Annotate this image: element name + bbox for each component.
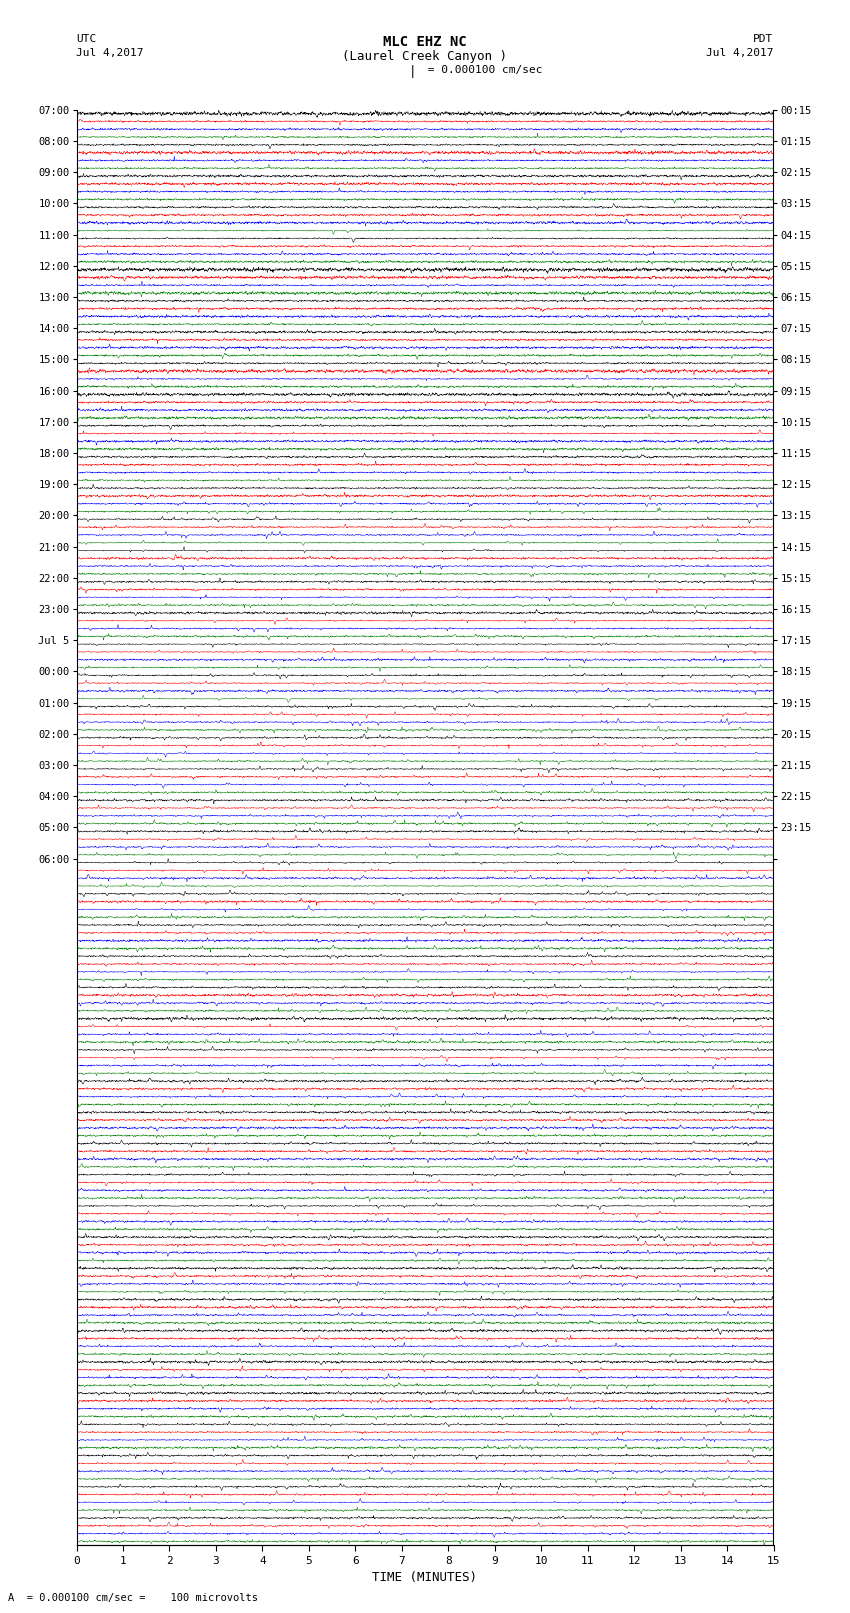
Text: Jul 4,2017: Jul 4,2017 [706, 48, 774, 58]
Text: MLC EHZ NC: MLC EHZ NC [383, 35, 467, 50]
Text: Jul 4,2017: Jul 4,2017 [76, 48, 144, 58]
Text: UTC: UTC [76, 34, 97, 44]
Text: PDT: PDT [753, 34, 774, 44]
Text: (Laurel Creek Canyon ): (Laurel Creek Canyon ) [343, 50, 507, 63]
X-axis label: TIME (MINUTES): TIME (MINUTES) [372, 1571, 478, 1584]
Text: ∣: ∣ [409, 65, 416, 77]
Text: A  = 0.000100 cm/sec =    100 microvolts: A = 0.000100 cm/sec = 100 microvolts [8, 1594, 258, 1603]
Text: = 0.000100 cm/sec: = 0.000100 cm/sec [421, 65, 542, 74]
